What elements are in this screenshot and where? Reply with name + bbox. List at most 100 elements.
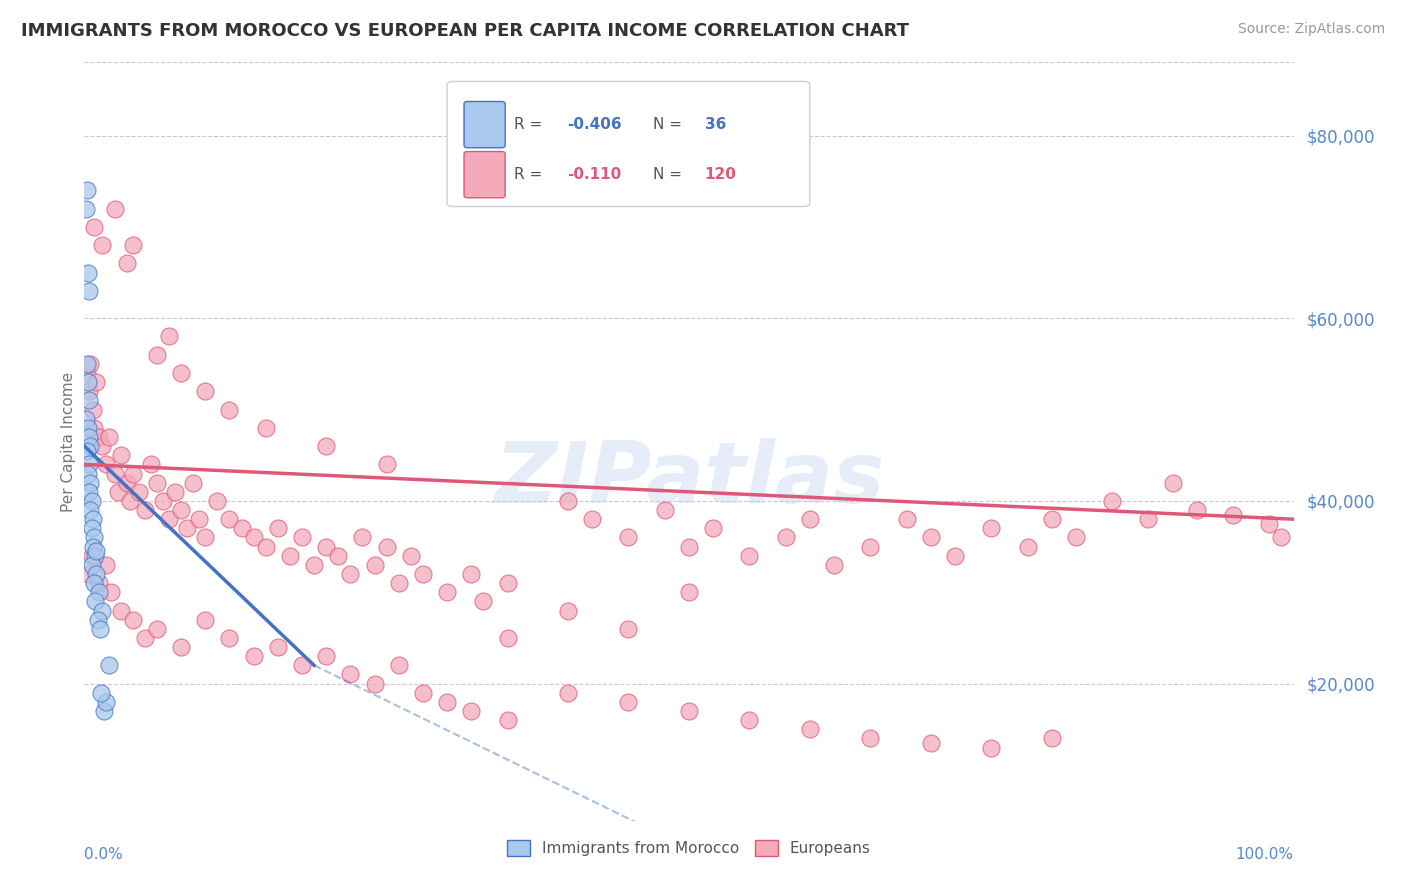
Point — [91, 603, 114, 617]
Point — [77, 566, 100, 581]
Point — [980, 740, 1002, 755]
Point — [77, 458, 100, 472]
Point — [90, 686, 112, 700]
Text: -0.110: -0.110 — [567, 167, 621, 182]
Point — [77, 393, 100, 408]
Point — [115, 256, 138, 270]
Point — [120, 494, 142, 508]
Point — [399, 549, 422, 563]
Point — [557, 603, 579, 617]
Point — [278, 549, 301, 563]
Point — [188, 512, 211, 526]
Text: R =: R = — [513, 167, 547, 182]
Point — [581, 512, 603, 526]
Point — [557, 494, 579, 508]
Point — [84, 549, 107, 563]
Point — [617, 622, 640, 636]
Point — [146, 475, 169, 490]
Point — [80, 521, 103, 535]
Text: R =: R = — [513, 117, 547, 132]
Point — [93, 704, 115, 718]
Point — [181, 475, 204, 490]
Point — [617, 695, 640, 709]
Point — [315, 439, 337, 453]
Point — [94, 695, 117, 709]
Point — [83, 576, 105, 591]
Point — [110, 603, 132, 617]
Point — [496, 631, 519, 645]
Point — [77, 421, 100, 435]
Point — [104, 467, 127, 481]
Point — [315, 649, 337, 664]
Point — [76, 443, 98, 458]
Point — [87, 576, 110, 591]
Point — [218, 512, 240, 526]
Point — [678, 585, 700, 599]
Point — [267, 521, 290, 535]
FancyBboxPatch shape — [464, 152, 505, 198]
Point — [460, 704, 482, 718]
Point — [97, 430, 120, 444]
Point — [896, 512, 918, 526]
Y-axis label: Per Capita Income: Per Capita Income — [60, 371, 76, 512]
Text: Source: ZipAtlas.com: Source: ZipAtlas.com — [1237, 22, 1385, 37]
Point — [375, 458, 398, 472]
Point — [170, 640, 193, 654]
Point — [388, 658, 411, 673]
Point — [496, 713, 519, 727]
Point — [86, 613, 108, 627]
Point — [738, 549, 761, 563]
Point — [83, 219, 105, 234]
Point — [1270, 531, 1292, 545]
Point — [1040, 731, 1063, 746]
Point — [291, 658, 314, 673]
Point — [315, 540, 337, 554]
Point — [678, 540, 700, 554]
Point — [363, 558, 385, 572]
Legend: Immigrants from Morocco, Europeans: Immigrants from Morocco, Europeans — [501, 834, 877, 863]
Text: -0.406: -0.406 — [567, 117, 621, 132]
Point — [218, 631, 240, 645]
Point — [139, 458, 162, 472]
Text: 36: 36 — [704, 117, 725, 132]
Point — [76, 357, 98, 371]
Point — [943, 549, 966, 563]
Point — [170, 366, 193, 380]
Point — [496, 576, 519, 591]
Point — [254, 540, 277, 554]
Point — [242, 649, 264, 664]
Point — [920, 736, 942, 750]
Point — [79, 357, 101, 371]
Point — [980, 521, 1002, 535]
Point — [77, 484, 100, 499]
Point — [86, 566, 108, 581]
Point — [1017, 540, 1039, 554]
Point — [91, 238, 114, 252]
Point — [83, 421, 105, 435]
Point — [77, 430, 100, 444]
Point — [375, 540, 398, 554]
Point — [1185, 503, 1208, 517]
FancyBboxPatch shape — [464, 102, 505, 148]
Point — [76, 366, 98, 380]
Point — [472, 594, 495, 608]
Point — [1040, 512, 1063, 526]
Point — [799, 723, 821, 737]
Point — [436, 585, 458, 599]
Point — [79, 503, 101, 517]
Point — [146, 622, 169, 636]
Point — [1137, 512, 1160, 526]
Point — [920, 531, 942, 545]
Point — [82, 540, 104, 554]
Point — [75, 202, 97, 216]
Point — [328, 549, 350, 563]
Point — [110, 448, 132, 462]
Point — [702, 521, 724, 535]
Point — [165, 484, 187, 499]
Point — [654, 503, 676, 517]
Point — [617, 531, 640, 545]
Point — [75, 411, 97, 425]
Point — [267, 640, 290, 654]
Point — [121, 467, 143, 481]
Point — [104, 202, 127, 216]
